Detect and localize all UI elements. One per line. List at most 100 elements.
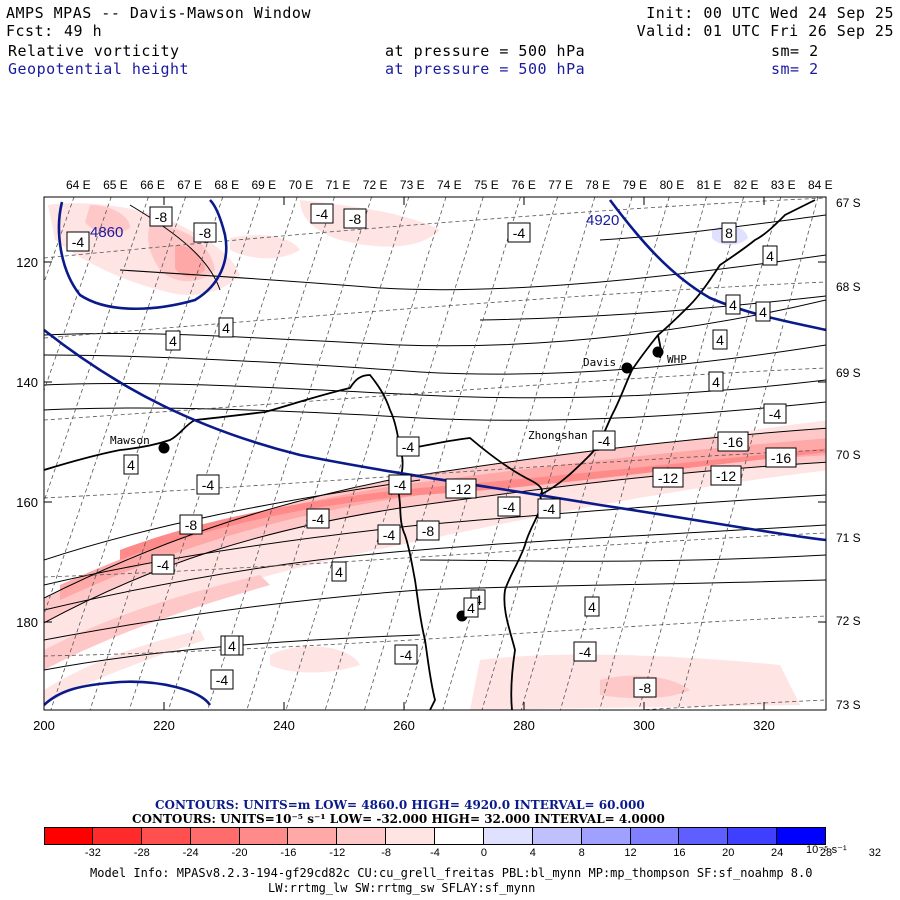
latlon-grid [44,197,826,710]
x-tick-label: 300 [633,718,655,733]
colorbar-unit: 10⁻⁵ s⁻¹ [806,844,847,856]
vorticity-label: -8 [416,520,440,541]
longitude-label: 77 E [548,178,573,192]
colorbar-swatch [483,827,533,845]
longitude-label: 78 E [585,178,610,192]
latitude-label: 70 S [836,448,861,462]
latitude-label: 69 S [836,366,861,380]
colorbar-label: -4 [430,847,440,859]
colorbar-label: 8 [578,847,585,859]
svg-text:-12: -12 [451,481,471,497]
latitude-label: 67 S [836,196,861,210]
latitude-label: 68 S [836,280,861,294]
y-tick-label: 180 [16,615,38,630]
longitude-label: 69 E [252,178,277,192]
svg-text:-8: -8 [349,211,362,227]
vorticity-label: -8 [193,222,217,243]
height-label-4920: 4920 [586,212,619,229]
colorbar-label: 0 [480,847,487,859]
svg-text:-16: -16 [771,450,791,466]
svg-text:-8: -8 [155,209,168,225]
vorticity-labels: -8 -4 -8 -4 -8 -4 8 4 4 4 4 4 4 4 -4 -4 -16 -4 -16 -12 -4 -4 -… [66,203,797,698]
svg-text:-4: -4 [316,206,329,222]
svg-text:-4: -4 [216,672,229,688]
svg-text:-8: -8 [422,523,435,539]
vorticity-label: 4 [331,561,347,582]
colorbar-label: -8 [381,847,392,859]
vorticity-label: -4 [388,474,412,495]
vorticity-label: 4 [755,301,771,322]
colorbar-swatch [435,827,484,845]
x-tick-label: 240 [273,718,295,733]
geopotential-height-contours [44,199,826,706]
vorticity-label: -12 [652,467,684,488]
colorbar-label: 12 [624,847,637,859]
svg-text:4: 4 [712,374,720,390]
x-axis-labels: 200 220 240 260 280 300 320 [33,718,775,733]
svg-text:4: 4 [169,333,177,349]
longitude-label: 81 E [697,178,722,192]
svg-text:-4: -4 [402,439,415,455]
vorticity-label: -4 [573,641,597,662]
longitude-label: 71 E [326,178,351,192]
davis-station-marker [621,362,633,374]
svg-text:4: 4 [228,638,236,654]
vorticity-label: -8 [149,206,173,227]
model-info-line1: Model Info: MPASv8.2.3-194-gf29cd82c CU:… [90,866,813,880]
longitude-label: 64 E [66,178,91,192]
longitude-label: 80 E [660,178,685,192]
init-time: Init: 00 UTC Wed 24 Sep 25 [646,4,894,22]
svg-text:-8: -8 [639,680,652,696]
vorticity-label: -12 [445,478,477,499]
vorticity-label: -4 [497,496,521,517]
svg-text:-4: -4 [157,557,170,573]
svg-text:4: 4 [766,248,774,264]
y-tick-label: 120 [16,255,38,270]
mawson-station-marker [158,442,170,454]
whp-station-marker [652,346,664,358]
colorbar-swatch [337,827,387,845]
longitude-label: 72 E [363,178,388,192]
x-tick-label: 220 [153,718,175,733]
vorticity-label: 4 [218,317,234,338]
vorticity-label: -4 [396,436,420,457]
longitude-label: 79 E [623,178,648,192]
height-contour-info: CONTOURS: UNITS=m LOW= 4860.0 HIGH= 4920… [155,798,645,812]
vorticity-label: -4 [151,554,175,575]
x-tick-label: 260 [393,718,415,733]
vorticity-label: 4 [762,245,778,266]
vorticity-label: -4 [507,222,531,243]
x-tick-label: 200 [33,718,55,733]
longitude-label: 66 E [140,178,165,192]
colorbar-label: 16 [673,847,686,859]
svg-text:-4: -4 [503,499,516,515]
colorbar-swatch [141,827,191,845]
svg-text:4: 4 [759,304,767,320]
colorbar-label: 32 [868,847,881,859]
svg-text:-4: -4 [202,477,215,493]
vorticity-label: -4 [310,203,334,224]
vorticity-label: -4 [394,644,418,665]
vorticity-label: -16 [765,447,797,468]
vorticity-label: -4 [763,403,787,424]
top-longitude-labels: 64 E 65 E 66 E 67 E 68 E 69 E 70 E 71 E 72 E 73 E… [66,178,833,192]
vorticity-label: -12 [710,465,742,486]
vorticity-label: 4 [725,294,741,315]
colorbar-swatch [190,827,240,845]
longitude-label: 75 E [474,178,499,192]
svg-text:4: 4 [335,564,343,580]
colorbar-label: 24 [771,847,784,859]
colorbar-swatch [92,827,142,845]
longitude-label: 84 E [808,178,833,192]
colorbar-swatch [630,827,680,845]
colorbar-label: -24 [182,847,199,859]
longitude-label: 74 E [437,178,462,192]
svg-text:-4: -4 [400,647,413,663]
longitude-label: 67 E [177,178,202,192]
axis-ticks [43,197,826,710]
vorticity-label: 4 [708,371,724,392]
colorbar-label: -20 [231,847,248,859]
svg-text:4: 4 [716,332,724,348]
svg-text:-4: -4 [383,527,396,543]
